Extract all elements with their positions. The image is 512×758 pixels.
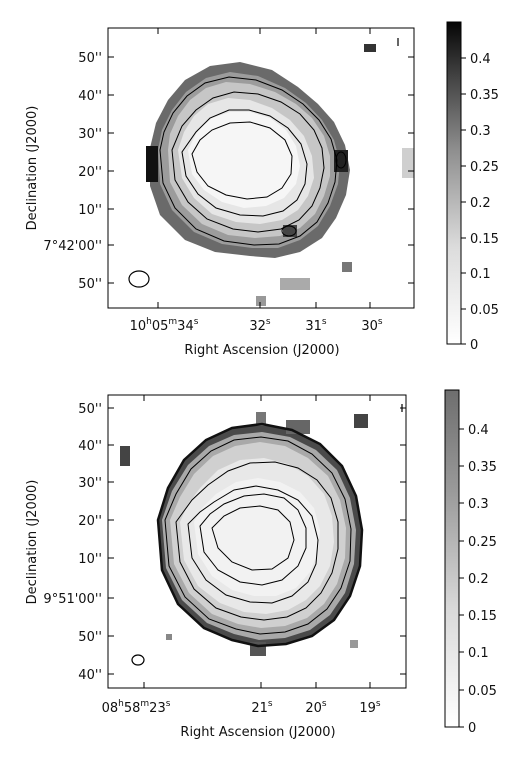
panel-top-image (146, 44, 414, 306)
panel-bottom-colorbar-ticks (459, 428, 464, 728)
tick-label: 31s (305, 317, 327, 334)
tick-label: 10'' (78, 552, 102, 567)
colorbar-label: 0.4 (470, 52, 491, 67)
panel-bottom-image (120, 412, 368, 656)
colorbar-label: 0.25 (468, 535, 497, 550)
colorbar-label: 0.35 (470, 88, 499, 103)
panel-bottom-y-axis-title: Declination (J2000) (25, 480, 40, 605)
panel-top: 50'' 40'' 30'' 20'' 10'' 7°42'00'' 50'' … (25, 21, 499, 358)
tick-label: 50'' (78, 277, 102, 292)
panel-top-x-axis-title: Right Ascension (J2000) (184, 343, 339, 358)
panel-bottom-beam-ellipse (131, 654, 145, 666)
tick-label: 30'' (78, 127, 102, 142)
panel-top-x-tick-labels: 10h05m34s 32s 31s 30s (130, 317, 383, 334)
tick-label: 10h05m34s (130, 317, 199, 334)
panel-top-y-axis-title: Declination (J2000) (25, 106, 40, 231)
colorbar-label: 0.4 (468, 423, 489, 438)
tick-label: 08h58m23s (102, 699, 171, 716)
panel-bottom: 50'' 40'' 30'' 20'' 10'' 9°51'00'' 50'' … (25, 389, 497, 740)
tick-label: 50'' (78, 402, 102, 417)
panel-bottom-x-tick-labels: 08h58m23s 21s 20s 19s (102, 699, 381, 716)
colorbar-label: 0.3 (470, 124, 491, 139)
colorbar-label: 0.05 (468, 684, 497, 699)
panel-top-colorbar-ticks (461, 57, 466, 345)
panel-bottom-colorbar-labels: 0.4 0.35 0.3 0.25 0.2 0.15 0.1 0.05 0 (468, 423, 497, 736)
panel-top-colorbar-labels: 0.4 0.35 0.3 0.25 0.2 0.15 0.1 0.05 0 (470, 52, 499, 353)
colorbar-label: 0.1 (468, 646, 489, 661)
colorbar-label: 0.15 (470, 232, 499, 247)
panel-top-x-ticks (157, 28, 371, 308)
colorbar-label: 0.2 (470, 196, 491, 211)
tick-label: 30'' (78, 476, 102, 491)
tick-label: 19s (359, 699, 381, 716)
tick-label: 20'' (78, 514, 102, 529)
panel-top-beam-ellipse (128, 270, 150, 288)
tick-label: 50'' (78, 51, 102, 66)
panel-top-colorbar (446, 21, 462, 345)
colorbar-label: 0.2 (468, 572, 489, 587)
panel-bottom-x-ticks (143, 395, 371, 688)
tick-label: 9°51'00'' (43, 592, 102, 607)
tick-label: 40'' (78, 668, 102, 683)
colorbar-label: 0.05 (470, 303, 499, 318)
colorbar-label: 0 (470, 338, 478, 353)
tick-label: 20s (305, 699, 327, 716)
panel-top-y-tick-labels: 50'' 40'' 30'' 20'' 10'' 7°42'00'' 50'' (43, 51, 102, 292)
panel-bottom-y-ticks (108, 407, 406, 675)
colorbar-label: 0 (468, 721, 476, 736)
colorbar-label: 0.25 (470, 160, 499, 175)
tick-label: 40'' (78, 439, 102, 454)
panel-bottom-x-axis-title: Right Ascension (J2000) (180, 725, 335, 740)
panel-top-y-ticks (108, 56, 414, 284)
tick-label: 40'' (78, 89, 102, 104)
panel-bottom-colorbar (444, 389, 460, 728)
colorbar-label: 0.3 (468, 497, 489, 512)
panel-bottom-frame (107, 394, 407, 689)
panel-bottom-y-tick-labels: 50'' 40'' 30'' 20'' 10'' 9°51'00'' 50'' … (43, 402, 102, 683)
tick-label: 50'' (78, 630, 102, 645)
colorbar-label: 0.35 (468, 460, 497, 475)
colorbar-label: 0.1 (470, 267, 491, 282)
tick-label: 30s (361, 317, 383, 334)
panel-top-frame (107, 27, 415, 309)
tick-label: 32s (249, 317, 271, 334)
tick-label: 20'' (78, 165, 102, 180)
tick-label: 10'' (78, 203, 102, 218)
tick-label: 21s (251, 699, 273, 716)
tick-label: 7°42'00'' (43, 239, 102, 254)
colorbar-label: 0.15 (468, 609, 497, 624)
